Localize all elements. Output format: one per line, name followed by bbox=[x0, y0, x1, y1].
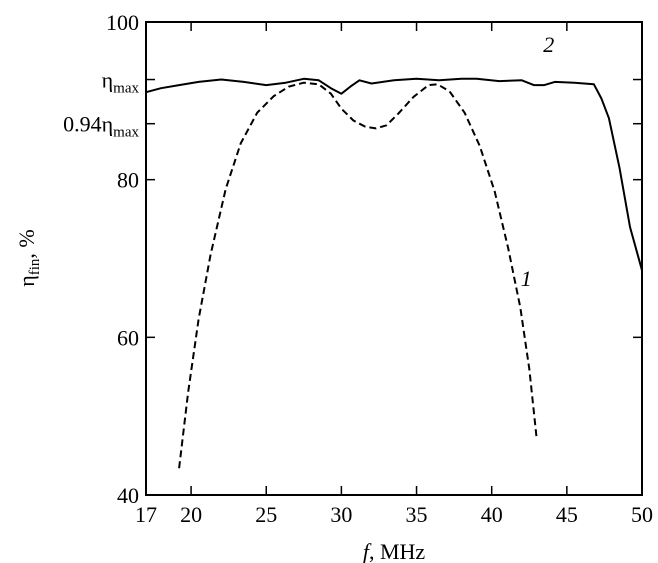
y-tick-label: 80 bbox=[117, 168, 139, 193]
x-axis-title: f, MHz bbox=[363, 539, 426, 563]
series-group bbox=[145, 77, 643, 469]
y-axis-title: ηfin, % bbox=[14, 229, 43, 287]
x-tick-label: 40 bbox=[481, 502, 503, 527]
x-tick-label: 35 bbox=[406, 502, 428, 527]
y-tick-label: 100 bbox=[106, 10, 139, 35]
ticks bbox=[146, 22, 642, 495]
series-label-1: 1 bbox=[521, 266, 532, 291]
y-tick-label: ηmax bbox=[102, 68, 140, 97]
x-tick-label: 20 bbox=[180, 502, 202, 527]
x-tick-label: 25 bbox=[255, 502, 277, 527]
x-tick-label: 45 bbox=[556, 502, 578, 527]
x-tick-label: 30 bbox=[330, 502, 352, 527]
y-tick-label: 60 bbox=[117, 325, 139, 350]
y-tick-label: 40 bbox=[117, 483, 139, 508]
x-tick-label: 50 bbox=[631, 502, 653, 527]
x-tick-label: 17 bbox=[135, 502, 157, 527]
series-label-2: 2 bbox=[543, 32, 554, 57]
y-tick-label: 0.94ηmax bbox=[63, 112, 139, 141]
series-line-1 bbox=[178, 81, 538, 469]
plot-frame bbox=[145, 21, 643, 496]
series-line-2 bbox=[145, 77, 643, 271]
labels-group: 17 20 25 30 35 40 45 50 100 80 60 40 ηmax 0.94ηmax 1 2 bbox=[63, 10, 653, 527]
